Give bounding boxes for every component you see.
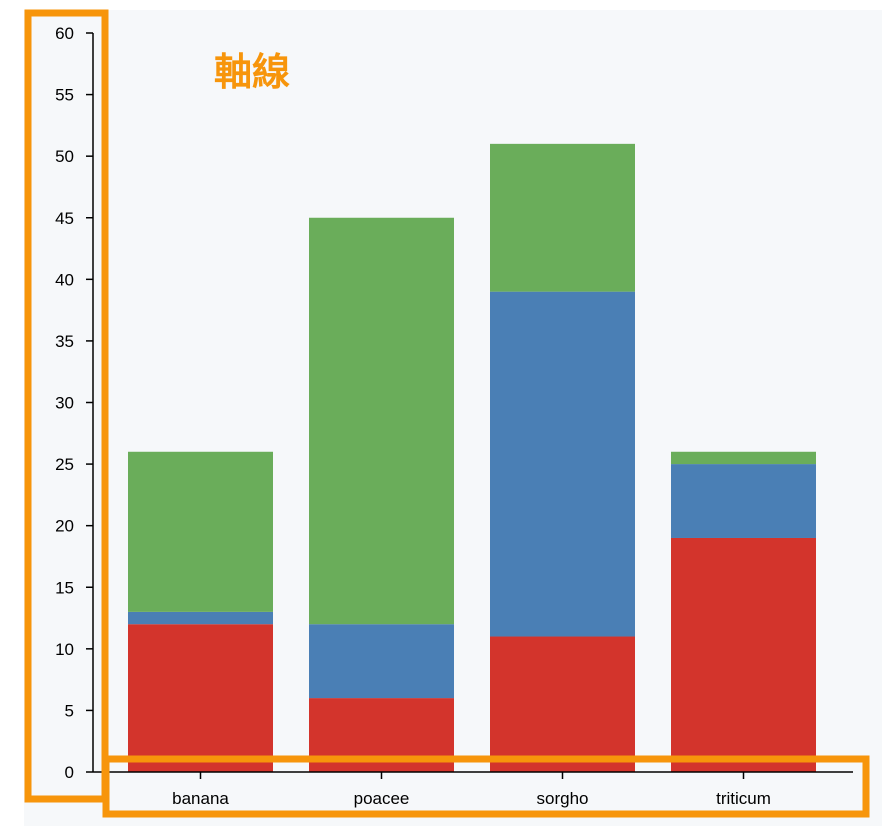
bar-segment-sorgho-1 <box>490 291 635 637</box>
y-axis: 0 5 10 15 20 25 30 35 40 45 50 55 60 <box>55 24 94 782</box>
bar-segment-banana-2 <box>128 451 273 612</box>
x-tick-label-triticum: triticum <box>716 789 771 808</box>
bar-segment-triticum-0 <box>671 537 816 772</box>
bar-segment-sorgho-0 <box>490 636 635 772</box>
bar-segment-banana-0 <box>128 624 273 772</box>
y-axis-highlight-box <box>24 9 109 803</box>
y-tick-label: 50 <box>55 147 74 166</box>
y-tick-label: 5 <box>65 701 74 720</box>
axis-annotation-label: 軸線 <box>214 50 290 94</box>
y-tick-label: 45 <box>55 209 74 228</box>
bar-segment-triticum-1 <box>671 464 816 538</box>
y-tick-label: 15 <box>55 578 74 597</box>
bar-segment-poacee-1 <box>309 624 454 699</box>
bars-layer <box>128 143 816 772</box>
y-tick-label: 60 <box>55 24 74 43</box>
y-tick-label: 25 <box>55 455 74 474</box>
y-tick-label: 40 <box>55 270 74 289</box>
bar-segment-poacee-2 <box>309 217 454 625</box>
y-tick-label: 30 <box>55 394 74 413</box>
y-tick-label: 55 <box>55 86 74 105</box>
x-tick-label-banana: banana <box>172 789 229 808</box>
bar-segment-triticum-2 <box>671 451 816 465</box>
y-tick-label: 35 <box>55 332 74 351</box>
x-tick-label-sorgho: sorgho <box>537 789 589 808</box>
y-tick-label: 0 <box>65 763 74 782</box>
y-tick-label: 20 <box>55 517 74 536</box>
x-tick-label-poacee: poacee <box>354 789 410 808</box>
x-axis-highlight-box <box>102 755 870 818</box>
bar-segment-sorgho-2 <box>490 143 635 292</box>
bar-segment-banana-1 <box>128 611 273 625</box>
y-tick-label: 10 <box>55 640 74 659</box>
x-axis: banana poacee sorgho triticum <box>93 771 853 808</box>
